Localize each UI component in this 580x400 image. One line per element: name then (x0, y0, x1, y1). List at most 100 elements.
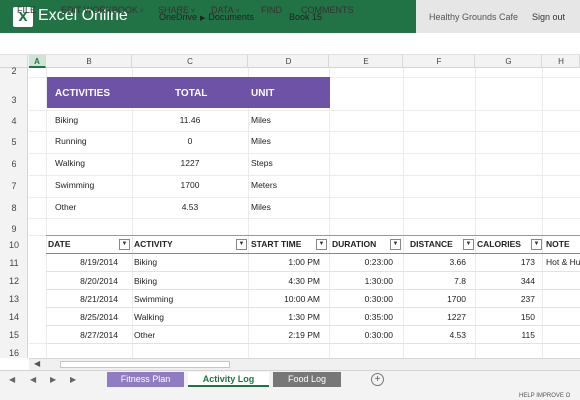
column-header-a[interactable]: A (29, 55, 46, 68)
workbook-name[interactable]: Book 15 (289, 12, 323, 22)
menu-find[interactable]: FIND (261, 5, 282, 15)
log-distance-cell[interactable]: 3.66 (449, 257, 466, 267)
column-header-f[interactable]: F (404, 55, 475, 68)
column-header-h[interactable]: H (543, 55, 580, 68)
row-header[interactable]: 6 (11, 159, 17, 169)
summary-unit-cell[interactable]: Steps (251, 158, 273, 168)
log-header-calories[interactable]: CALORIES (477, 239, 521, 249)
account-name[interactable]: Healthy Grounds Cafe (429, 12, 519, 22)
log-calories-cell[interactable]: 237 (520, 294, 535, 304)
menu-data[interactable]: DATA ˅ (211, 5, 240, 17)
menu-edit-workbook[interactable]: EDIT WORKBOOK ˅ (61, 5, 144, 17)
summary-unit-cell[interactable]: Miles (251, 136, 271, 146)
summary-activity-cell[interactable]: Biking (55, 115, 79, 125)
tab-fitness-plan[interactable]: Fitness Plan (107, 372, 184, 387)
log-duration-cell[interactable]: 0:23:00 (364, 257, 393, 267)
row-header[interactable]: 14 (8, 312, 19, 322)
filter-dropdown-icon[interactable]: ▼ (119, 239, 130, 250)
summary-total-cell[interactable]: 4.53 (181, 202, 199, 212)
log-activity-cell[interactable]: Biking (134, 276, 158, 286)
summary-header-activities[interactable]: ACTIVITIES (55, 88, 111, 99)
summary-total-cell[interactable]: 11.46 (179, 115, 201, 125)
log-date-cell[interactable]: 8/21/2014 (80, 294, 118, 304)
log-start-cell[interactable]: 1:00 PM (288, 257, 320, 267)
row-header[interactable]: 8 (11, 203, 17, 213)
summary-activity-cell[interactable]: Running (55, 136, 87, 146)
log-note-cell[interactable]: Hot & Hu (546, 257, 580, 267)
summary-activity-cell[interactable]: Swimming (55, 180, 95, 190)
log-duration-cell[interactable]: 0:35:00 (364, 312, 393, 322)
row-header[interactable]: 10 (8, 240, 19, 250)
log-calories-cell[interactable]: 344 (520, 276, 535, 286)
column-header-d[interactable]: D (249, 55, 329, 68)
menu-comments[interactable]: COMMENTS (301, 5, 354, 15)
log-header-distance[interactable]: DISTANCE (410, 239, 453, 249)
row-header[interactable]: 9 (11, 224, 17, 234)
log-date-cell[interactable]: 8/25/2014 (80, 312, 118, 322)
log-start-cell[interactable]: 2:19 PM (288, 330, 320, 340)
row-header[interactable]: 4 (11, 116, 17, 126)
row-header[interactable]: 7 (11, 181, 17, 191)
log-activity-cell[interactable]: Swimming (134, 294, 174, 304)
log-header-note[interactable]: NOTE (546, 239, 570, 249)
log-activity-cell[interactable]: Walking (134, 312, 164, 322)
summary-total-cell[interactable]: 1700 (180, 180, 200, 190)
previous-sheet-icon[interactable]: ◀ (30, 375, 37, 384)
summary-unit-cell[interactable]: Miles (251, 115, 271, 125)
log-date-cell[interactable]: 8/27/2014 (80, 330, 118, 340)
log-activity-cell[interactable]: Other (134, 330, 156, 340)
log-activity-cell[interactable]: Biking (134, 257, 158, 267)
breadcrumb-documents[interactable]: Documents (208, 12, 254, 22)
summary-activity-cell[interactable]: Other (55, 202, 77, 212)
breadcrumb-onedrive[interactable]: OneDrive (159, 12, 198, 22)
log-distance-cell[interactable]: 1227 (447, 312, 466, 322)
last-sheet-icon[interactable]: ▶ (70, 375, 77, 384)
row-header[interactable]: 5 (11, 137, 17, 147)
scrollbar-thumb[interactable] (60, 361, 230, 368)
tab-activity-log[interactable]: Activity Log (188, 372, 269, 387)
sign-out-link[interactable]: Sign out (532, 12, 566, 22)
summary-unit-cell[interactable]: Meters (251, 180, 277, 190)
excel-logo-icon[interactable]: X (13, 7, 33, 27)
log-distance-cell[interactable]: 1700 (447, 294, 466, 304)
filter-dropdown-icon[interactable]: ▼ (390, 239, 401, 250)
row-header[interactable]: 12 (8, 276, 19, 286)
row-header[interactable]: 11 (9, 258, 19, 268)
summary-total-cell[interactable]: 1227 (180, 158, 200, 168)
log-duration-cell[interactable]: 0:30:00 (364, 294, 393, 304)
column-header-e[interactable]: E (330, 55, 403, 68)
row-header[interactable]: 13 (8, 294, 19, 304)
select-all-corner[interactable] (0, 55, 28, 68)
log-date-cell[interactable]: 8/20/2014 (80, 276, 118, 286)
filter-dropdown-icon[interactable]: ▼ (531, 239, 542, 250)
scroll-left-icon[interactable]: ◀ (34, 359, 41, 368)
log-calories-cell[interactable]: 173 (520, 257, 535, 267)
tab-food-log[interactable]: Food Log (273, 372, 341, 387)
filter-dropdown-icon[interactable]: ▼ (236, 239, 247, 250)
log-start-cell[interactable]: 10:00 AM (284, 294, 320, 304)
summary-header-unit[interactable]: UNIT (251, 88, 275, 99)
column-header-g[interactable]: G (476, 55, 542, 68)
log-header-duration[interactable]: DURATION (332, 239, 377, 249)
log-duration-cell[interactable]: 0:30:00 (364, 330, 393, 340)
help-improve-link[interactable]: HELP IMPROVE O (519, 393, 571, 399)
row-header[interactable]: 15 (8, 330, 19, 340)
first-sheet-icon[interactable]: ◀ (9, 375, 16, 384)
column-header-b[interactable]: B (47, 55, 132, 68)
filter-dropdown-icon[interactable]: ▼ (463, 239, 474, 250)
add-sheet-button[interactable]: + (371, 373, 384, 386)
log-calories-cell[interactable]: 150 (520, 312, 535, 322)
log-calories-cell[interactable]: 115 (521, 330, 535, 340)
filter-dropdown-icon[interactable]: ▼ (316, 239, 327, 250)
column-header-c[interactable]: C (133, 55, 248, 68)
log-distance-cell[interactable]: 4.53 (449, 330, 466, 340)
menu-file[interactable]: FILE (17, 5, 37, 15)
log-start-cell[interactable]: 1:30 PM (288, 312, 320, 322)
row-header[interactable]: 16 (8, 348, 19, 358)
log-header-start-time[interactable]: START TIME (251, 239, 302, 249)
log-duration-cell[interactable]: 1:30:00 (364, 276, 393, 286)
next-sheet-icon[interactable]: ▶ (50, 375, 57, 384)
app-title[interactable]: Excel Online (38, 7, 128, 24)
log-header-activity[interactable]: ACTIVITY (134, 239, 173, 249)
row-header[interactable]: 2 (11, 66, 17, 76)
